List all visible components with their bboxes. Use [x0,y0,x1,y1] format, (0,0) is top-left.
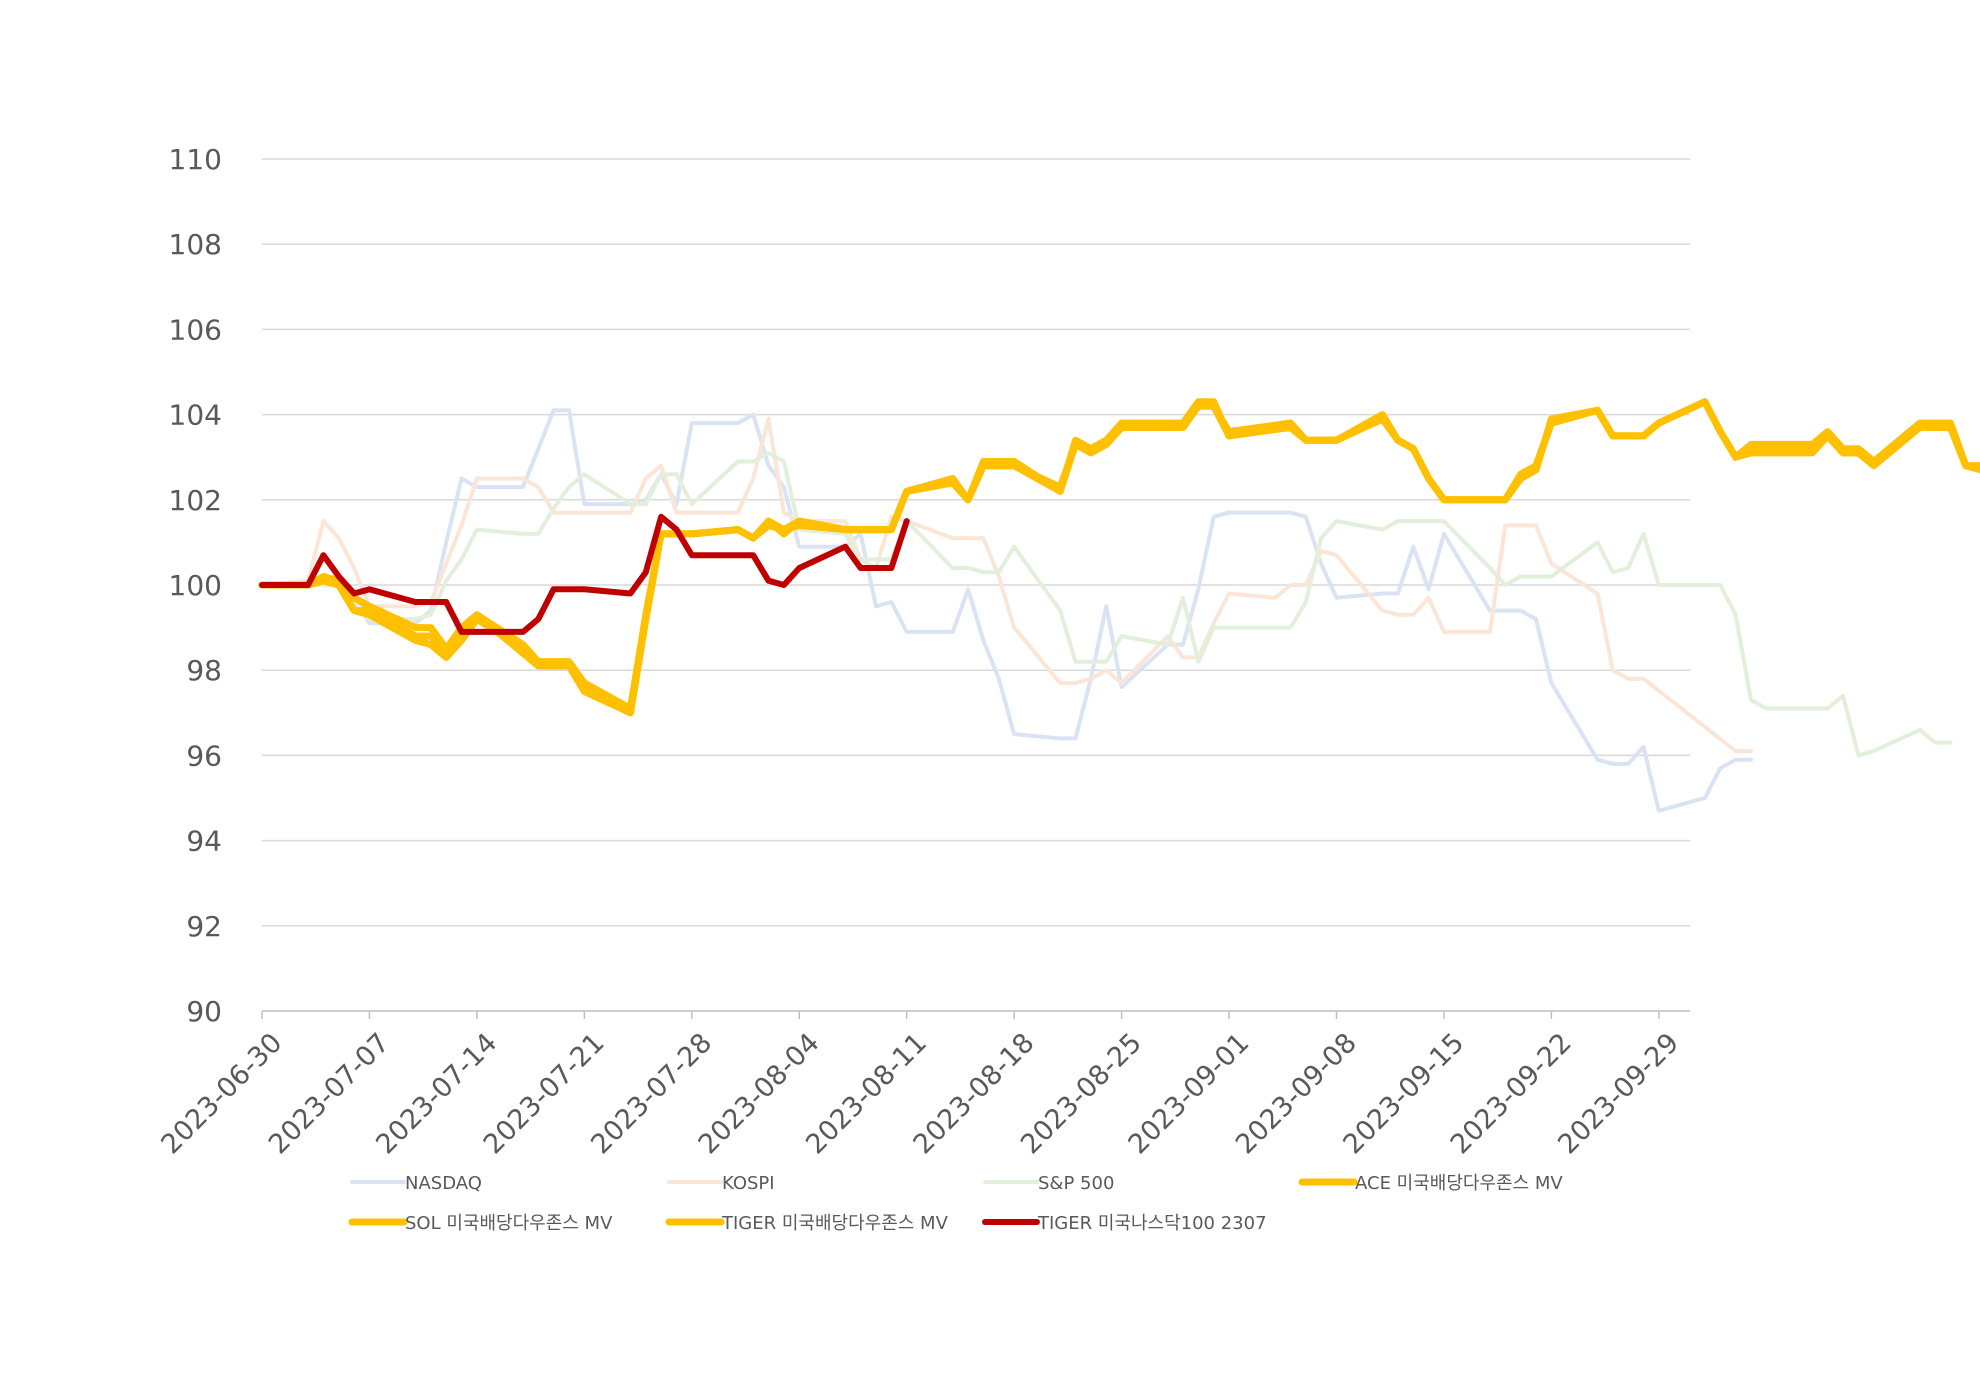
y-tick-label: 92 [186,910,222,943]
y-tick-label: 94 [186,825,222,858]
y-tick-label: 100 [169,569,222,602]
y-tick-label: 98 [186,654,222,687]
series-line-kospi [260,416,1753,754]
series-line-s-p-500 [260,450,1953,758]
y-tick-label: 102 [169,484,222,517]
y-tick-label: 108 [169,228,222,261]
y-axis-tick-labels: 90 92 94 96 98 100 102 104 106 108 110 [169,143,222,1028]
series-line-sol-mv [258,398,1980,717]
legend-label: S&P 500 [1038,1173,1114,1194]
x-axis: 2023-06-302023-07-072023-07-142023-07-21… [155,1010,1690,1160]
legend-label: KOSPI [722,1173,775,1194]
y-tick-label: 104 [169,399,222,432]
y-tick-label: 96 [186,739,222,772]
legend-label: TIGER 미국배당다우존스 MV [721,1213,949,1234]
gridlines [262,158,1690,927]
series-lines [258,398,1980,813]
legend: NASDAQ KOSPI S&P 500 ACE 미국배당다우존스 MV SOL 미국배… [348,1173,1563,1234]
y-tick-label: 106 [169,313,222,346]
series-line-tiger-100-2307 [259,513,910,635]
series-line-ace-mv [258,398,1980,712]
legend-label: ACE 미국배당다우존스 MV [1355,1173,1563,1194]
legend-label: SOL 미국배당다우존스 MV [405,1213,613,1234]
y-tick-label: 110 [169,143,222,176]
series-line-nasdaq [260,408,1753,813]
legend-label: NASDAQ [405,1173,482,1194]
series-line-tiger-mv [258,398,1980,717]
legend-label: TIGER 미국나스닥100 2307 [1037,1213,1267,1234]
y-tick-label: 90 [186,995,222,1028]
